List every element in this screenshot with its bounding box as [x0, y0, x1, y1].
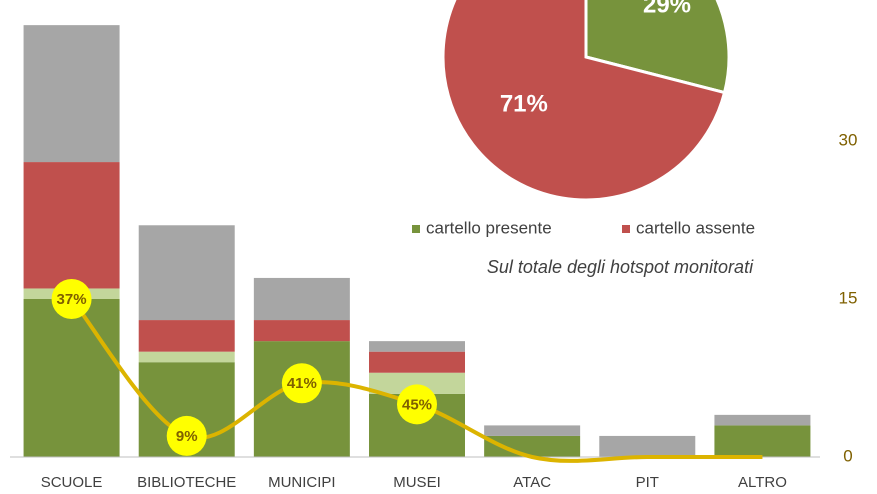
bar-segment [714, 414, 811, 426]
legend-swatch [412, 225, 420, 233]
bar-segment [23, 162, 120, 289]
bar-segment [369, 341, 465, 352]
annotation: 45% [402, 396, 432, 413]
bar-segment [23, 25, 120, 163]
bar-segment [138, 351, 235, 363]
pie-label: 29% [643, 0, 691, 18]
annotation-marker [51, 279, 92, 319]
y-tick-label: 0 [843, 446, 852, 465]
bar-segment [484, 435, 581, 457]
bar-segment [599, 435, 696, 457]
bar-segment [369, 351, 465, 373]
x-tick-label: BIBLIOTECHE [137, 474, 236, 491]
x-tick-label: ATAC [513, 474, 551, 491]
y-tick-label: 15 [839, 288, 858, 307]
legend-swatch [622, 225, 630, 233]
bar-segment [138, 225, 235, 321]
bar-segment [714, 425, 811, 457]
bar-segment [253, 277, 350, 321]
annotation-marker [397, 384, 437, 425]
x-tick-label: PIT [636, 474, 659, 491]
bar-segment [369, 372, 465, 394]
y-tick-label: 30 [839, 130, 858, 149]
annotation: 41% [287, 375, 317, 392]
legend-label: cartello assente [636, 218, 755, 237]
annotation: 9% [176, 428, 198, 445]
pie-label: 71% [500, 91, 548, 118]
annotation: 37% [57, 291, 87, 308]
pie-subtitle: Sul totale degli hotspot monitorati [487, 257, 754, 277]
pie-slice [584, 0, 731, 95]
x-tick-label: SCUOLE [41, 474, 103, 491]
x-tick-label: ALTRO [738, 474, 787, 491]
pie-slice [441, 0, 727, 202]
x-tick-label: MUSEI [393, 474, 441, 491]
annotation-marker [281, 363, 322, 404]
bar-segment [253, 320, 350, 342]
annotation-marker [166, 415, 207, 456]
bar-segment [484, 425, 581, 436]
bar-segment [138, 320, 235, 352]
legend-label: cartello presente [426, 218, 552, 237]
x-tick-label: MUNICIPI [268, 474, 336, 491]
bar-segment [23, 299, 120, 457]
